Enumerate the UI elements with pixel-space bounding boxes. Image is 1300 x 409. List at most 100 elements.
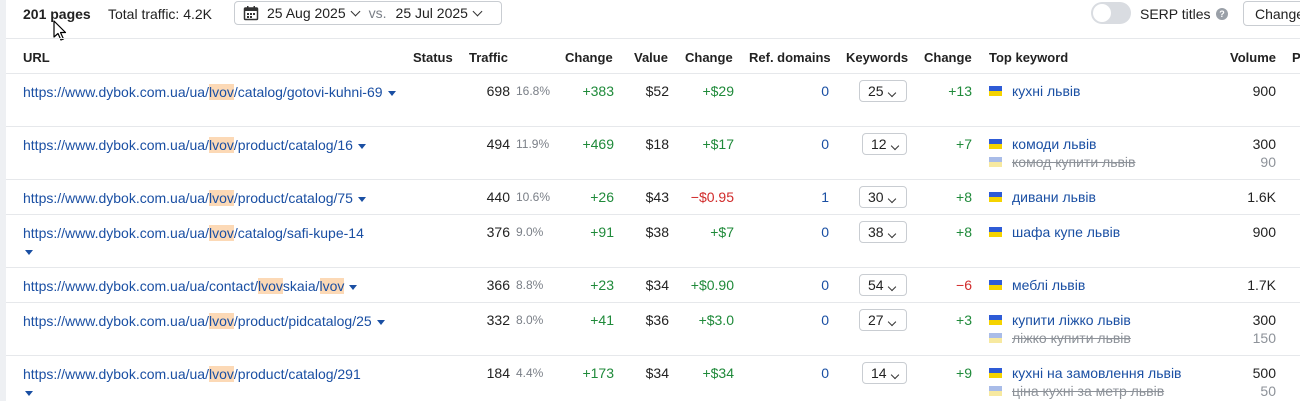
top-keyword[interactable]: меблі львів	[989, 277, 1085, 293]
traffic-percent: 8.0%	[516, 313, 544, 327]
total-traffic: Total traffic: 4.2K	[108, 6, 213, 22]
chevron-down-icon	[887, 317, 896, 327]
top-keyword[interactable]: комоди львів	[989, 136, 1097, 152]
top-keyword[interactable]: купити ліжко львів	[989, 312, 1131, 328]
help-icon[interactable]: ?	[1216, 8, 1228, 20]
volume: 1.7K	[1247, 277, 1276, 293]
toolbar: 201 pages Total traffic: 4.2K 25 Aug 202…	[0, 0, 1300, 41]
ref-domains[interactable]: 0	[821, 136, 829, 152]
value-change: +$17	[702, 136, 734, 152]
caret-down-icon[interactable]	[357, 196, 366, 202]
col-volume[interactable]: Volume	[1230, 50, 1276, 65]
keywords-change: +13	[948, 83, 972, 99]
top-keyword[interactable]: кухні на замовлення львів	[989, 365, 1182, 381]
url-link[interactable]: https://www.dybok.com.ua/ua/lvov/product…	[23, 312, 398, 330]
col-extra[interactable]: P	[1292, 50, 1300, 65]
col-traffic-change[interactable]: Change	[565, 50, 613, 65]
col-top-keyword[interactable]: Top keyword	[989, 50, 1069, 65]
caret-down-icon[interactable]	[25, 390, 33, 396]
col-traffic[interactable]: Traffic	[469, 50, 509, 65]
chevron-down-icon	[887, 229, 896, 239]
table-row: https://www.dybok.com.ua/ua/lvov/product…	[6, 127, 1300, 180]
ref-domains[interactable]: 0	[821, 224, 829, 240]
table-row: https://www.dybok.com.ua/ua/contact/lvov…	[6, 268, 1300, 303]
keywords-dropdown[interactable]: 27	[859, 309, 907, 331]
ref-domains[interactable]: 0	[821, 83, 829, 99]
table-header: URL Status Traffic Change Value Change R…	[6, 38, 1300, 74]
change-button[interactable]: Change	[1243, 1, 1300, 26]
volume: 300	[1252, 312, 1276, 328]
top-keyword[interactable]: дивани львів	[989, 189, 1096, 205]
caret-down-icon[interactable]	[349, 284, 358, 290]
value: $38	[645, 224, 669, 240]
chevron-down-icon	[890, 370, 899, 380]
keywords-dropdown[interactable]: 30	[859, 186, 907, 208]
col-value-change[interactable]: Change	[685, 50, 733, 65]
ukraine-flag-icon	[989, 315, 1002, 326]
traffic-change: +41	[590, 312, 614, 328]
ref-domains[interactable]: 1	[821, 189, 829, 205]
keywords-dropdown[interactable]: 14	[862, 362, 907, 384]
traffic-percent: 16.8%	[516, 84, 551, 98]
keywords-change: +9	[956, 365, 972, 381]
top-keyword[interactable]: шафа купе львів	[989, 224, 1120, 240]
url-link[interactable]: https://www.dybok.com.ua/ua/lvov/product…	[23, 189, 403, 207]
caret-down-icon[interactable]	[376, 319, 385, 325]
traffic-change: +173	[582, 365, 614, 381]
url-link[interactable]: https://www.dybok.com.ua/ua/lvov/product…	[23, 365, 401, 401]
table-row: https://www.dybok.com.ua/ua/lvov/catalog…	[6, 215, 1300, 268]
ref-domains[interactable]: 0	[821, 312, 829, 328]
url-link[interactable]: https://www.dybok.com.ua/ua/contact/lvov…	[23, 277, 403, 295]
ref-domains[interactable]: 0	[821, 365, 829, 381]
col-value[interactable]: Value	[634, 50, 668, 65]
keywords-dropdown[interactable]: 54	[859, 274, 907, 296]
traffic-value: 494	[486, 136, 510, 152]
value-change: +$7	[710, 224, 734, 240]
secondary-keyword: ціна кухні за метр львів	[989, 383, 1164, 399]
ukraine-flag-icon	[989, 157, 1002, 168]
caret-down-icon[interactable]	[387, 90, 396, 96]
url-link[interactable]: https://www.dybok.com.ua/ua/lvov/product…	[23, 136, 403, 154]
date-to: 25 Jul 2025	[395, 5, 468, 21]
keywords-dropdown[interactable]: 25	[859, 80, 907, 102]
traffic-percent: 11.9%	[516, 137, 550, 151]
caret-down-icon[interactable]	[25, 249, 33, 255]
col-keywords-change[interactable]: Change	[924, 50, 972, 65]
col-keywords[interactable]: Keywords	[846, 50, 909, 65]
traffic-change: +469	[582, 136, 614, 152]
traffic-value: 184	[486, 365, 510, 381]
col-ref-domains[interactable]: Ref. domains	[749, 50, 831, 65]
value-change: +$3.0	[698, 312, 734, 328]
col-status[interactable]: Status	[413, 50, 453, 65]
chevron-down-icon	[887, 194, 896, 204]
top-keyword[interactable]: кухні львів	[989, 83, 1080, 99]
volume: 300	[1252, 136, 1276, 152]
value: $18	[645, 136, 669, 152]
secondary-volume: 150	[1252, 330, 1276, 346]
value: $43	[645, 189, 669, 205]
url-link[interactable]: https://www.dybok.com.ua/ua/lvov/catalog…	[23, 224, 401, 260]
ref-domains[interactable]: 0	[821, 277, 829, 293]
ukraine-flag-icon	[989, 86, 1002, 97]
traffic-percent: 4.4%	[516, 366, 544, 380]
table-row: https://www.dybok.com.ua/ua/lvov/product…	[6, 303, 1300, 356]
ukraine-flag-icon	[989, 333, 1002, 344]
keywords-dropdown[interactable]: 12	[862, 133, 907, 155]
serp-titles-toggle[interactable]	[1091, 2, 1131, 24]
date-range-picker[interactable]: 25 Aug 2025 vs. 25 Jul 2025	[234, 1, 502, 25]
secondary-keyword: комод купити львів	[989, 154, 1135, 170]
secondary-volume: 50	[1260, 383, 1276, 399]
col-url[interactable]: URL	[23, 50, 50, 65]
keywords-change: +3	[956, 312, 972, 328]
keywords-dropdown[interactable]: 38	[859, 221, 907, 243]
volume: 500	[1252, 365, 1276, 381]
traffic-change: +383	[582, 83, 614, 99]
keywords-change: +8	[956, 224, 972, 240]
ukraine-flag-icon	[989, 227, 1002, 238]
url-link[interactable]: https://www.dybok.com.ua/ua/lvov/catalog…	[23, 83, 401, 101]
traffic-value: 366	[486, 277, 510, 293]
ukraine-flag-icon	[989, 386, 1002, 397]
calendar-icon	[243, 6, 259, 21]
caret-down-icon[interactable]	[357, 143, 366, 149]
keywords-change: +7	[956, 136, 972, 152]
